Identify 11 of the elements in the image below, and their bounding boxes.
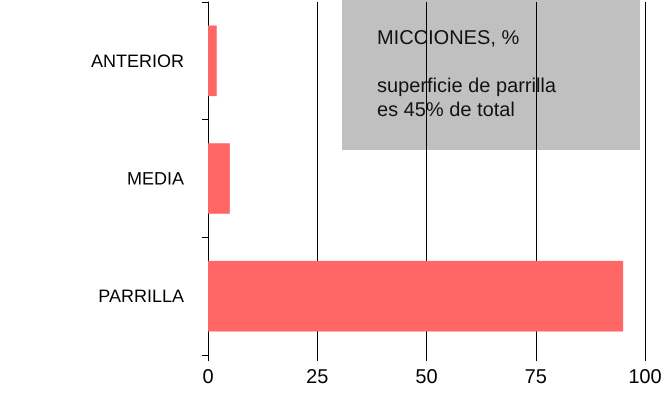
bar [208, 143, 230, 214]
bar [208, 26, 217, 96]
y-tick-label: PARRILLA [98, 286, 184, 306]
x-tick-label: 100 [628, 366, 662, 388]
x-tick-label: 75 [524, 366, 547, 388]
y-tick-label: MEDIA [126, 168, 184, 188]
bar [208, 260, 624, 332]
x-tick-label: 0 [202, 366, 214, 388]
x-tick-label: 50 [415, 366, 438, 388]
y-tick-label: ANTERIOR [90, 50, 184, 71]
x-tick-label: 25 [306, 366, 328, 388]
